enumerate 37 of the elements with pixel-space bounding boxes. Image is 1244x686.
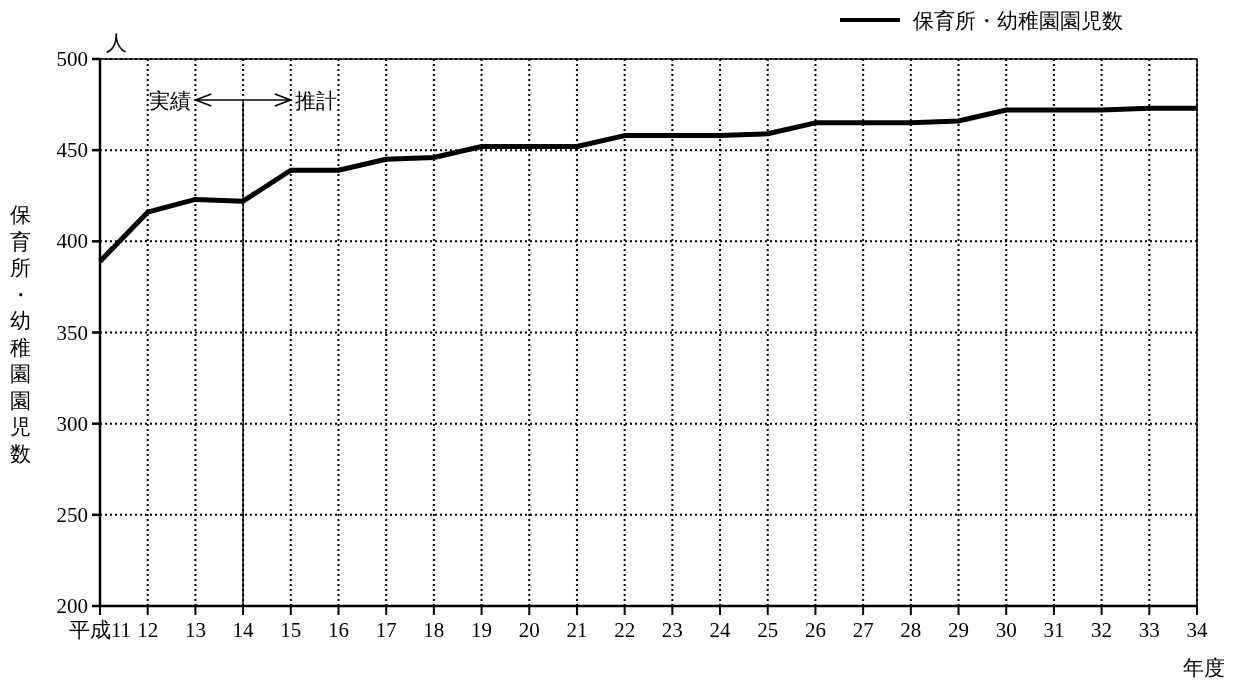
y-tick-label: 200 bbox=[56, 594, 88, 618]
x-tick-label: 12 bbox=[137, 618, 159, 642]
x-tick-label: 16 bbox=[327, 618, 349, 642]
x-tick-label: 23 bbox=[661, 618, 683, 642]
x-tick-label: 平成11 bbox=[68, 618, 132, 642]
x-tick-label: 32 bbox=[1091, 618, 1113, 642]
y-tick-label: 250 bbox=[56, 502, 88, 527]
x-tick-label: 33 bbox=[1138, 618, 1160, 642]
x-tick-label: 20 bbox=[518, 618, 540, 642]
legend-label: 保育所・幼稚園園児数 bbox=[913, 9, 1123, 33]
y-tick-label: 400 bbox=[56, 229, 88, 254]
y-tick-label: 350 bbox=[56, 320, 88, 345]
x-tick-label: 28 bbox=[900, 618, 922, 642]
x-tick-label: 17 bbox=[375, 618, 397, 642]
y-tick-label: 450 bbox=[56, 138, 88, 163]
x-tick-label: 14 bbox=[232, 618, 255, 642]
x-tick-label: 21 bbox=[566, 618, 588, 642]
x-tick-label: 27 bbox=[852, 618, 874, 642]
x-tick-label: 19 bbox=[471, 618, 493, 642]
text: 保育所・幼稚園園児数 bbox=[9, 203, 31, 466]
x-tick-label: 26 bbox=[804, 618, 826, 642]
x-tick-label: 15 bbox=[280, 618, 302, 642]
x-tick-label: 30 bbox=[995, 618, 1017, 642]
x-tick-label: 29 bbox=[948, 618, 970, 642]
x-tick-label: 22 bbox=[614, 618, 636, 642]
annotation: 実績 bbox=[149, 89, 192, 114]
y-tick-label: 300 bbox=[56, 411, 88, 436]
x-tick-label: 34 bbox=[1186, 618, 1208, 642]
x-tick-label: 13 bbox=[184, 618, 206, 642]
x-tick-label: 25 bbox=[757, 618, 779, 642]
x-tick-label: 31 bbox=[1043, 618, 1065, 642]
y-tick-label: 500 bbox=[56, 47, 88, 71]
x-tick-label: 24 bbox=[709, 618, 732, 642]
annotation: 推計 bbox=[294, 89, 337, 114]
x-axis-title: 年度 bbox=[1183, 656, 1225, 680]
x-tick-label: 18 bbox=[423, 618, 445, 642]
text: 人 bbox=[106, 31, 127, 55]
